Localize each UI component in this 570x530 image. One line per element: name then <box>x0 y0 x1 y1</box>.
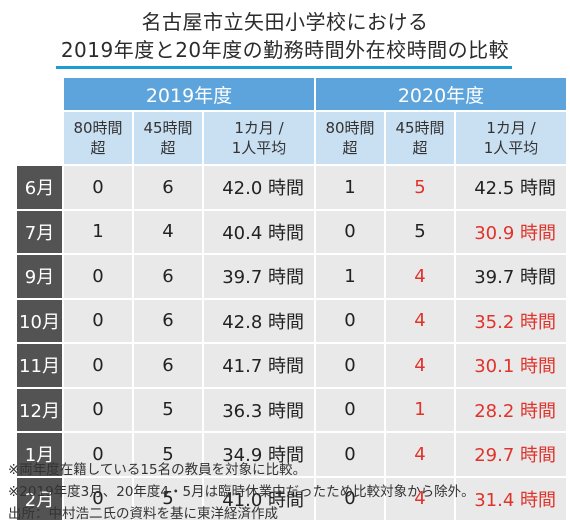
cell-y2020-avg: 30.1 時間 <box>456 344 566 387</box>
cell-y2020-avg: 39.7 時間 <box>456 255 566 298</box>
col-header-2020-over80: 80時間超 <box>316 112 384 164</box>
cell-y2019-over80: 0 <box>64 433 132 476</box>
cell-y2019-over80: 0 <box>64 255 132 298</box>
column-header-row: 80時間超 45時間超 1カ月 /1人平均 80時間超 45時間超 1カ月 /1… <box>17 112 566 164</box>
col-header-2020-avg: 1カ月 /1人平均 <box>456 112 566 164</box>
cell-y2019-over45: 5 <box>134 433 202 476</box>
table-row: 6月 0 6 42.0 時間 1 5 42.5 時間 <box>17 166 566 209</box>
title-line-1: 名古屋市立矢田小学校における <box>141 10 429 34</box>
comparison-table-container: 2019年度 2020年度 80時間超 45時間超 1カ月 /1人平均 80時間… <box>15 76 566 522</box>
cell-y2020-over45: 4 <box>386 299 454 342</box>
cell-y2019-avg: 40.4 時間 <box>204 210 314 253</box>
cell-y2020-avg: 28.2 時間 <box>456 388 566 431</box>
title-line-2: 2019年度と20年度の勤務時間外在校時間の比較 <box>60 38 510 62</box>
cell-y2019-over80: 0 <box>64 477 132 520</box>
table-row: 11月 0 6 41.7 時間 0 4 30.1 時間 <box>17 344 566 387</box>
cell-y2020-over80: 0 <box>316 299 384 342</box>
cell-y2019-avg: 39.7 時間 <box>204 255 314 298</box>
table-row: 7月 1 4 40.4 時間 0 5 30.9 時間 <box>17 210 566 253</box>
cell-y2019-over45: 6 <box>134 299 202 342</box>
footnote-source: 出所：中村浩二氏の資料を基に東洋経済作成 <box>8 506 278 522</box>
year-header-2020: 2020年度 <box>316 78 566 110</box>
col-header-2019-over80: 80時間超 <box>64 112 132 164</box>
cell-y2020-over80: 0 <box>316 433 384 476</box>
month-label: 1月 <box>17 433 62 476</box>
cell-y2020-over45: 1 <box>386 388 454 431</box>
year-header-row: 2019年度 2020年度 <box>17 78 566 110</box>
cell-y2019-avg: 36.3 時間 <box>204 388 314 431</box>
cell-y2020-over80: 0 <box>316 477 384 520</box>
cell-y2019-over80: 0 <box>64 388 132 431</box>
cell-y2020-avg: 29.7 時間 <box>456 433 566 476</box>
table-row: 9月 0 6 39.7 時間 1 4 39.7 時間 <box>17 255 566 298</box>
cell-y2020-over80: 1 <box>316 255 384 298</box>
cell-y2019-avg: 42.0 時間 <box>204 166 314 209</box>
cell-y2019-avg: 41.7 時間 <box>204 344 314 387</box>
cell-y2020-avg: 30.9 時間 <box>456 210 566 253</box>
col-header-2019-over45: 45時間超 <box>134 112 202 164</box>
cell-y2020-over45: 5 <box>386 166 454 209</box>
cell-y2019-over80: 0 <box>64 344 132 387</box>
cell-y2019-over45: 6 <box>134 344 202 387</box>
cell-y2019-over45: 6 <box>134 255 202 298</box>
cell-y2020-over45: 4 <box>386 255 454 298</box>
month-label: 12月 <box>17 388 62 431</box>
comparison-table: 2019年度 2020年度 80時間超 45時間超 1カ月 /1人平均 80時間… <box>15 76 568 522</box>
year-header-2019: 2019年度 <box>64 78 314 110</box>
cell-y2019-avg: 34.9 時間 <box>204 433 314 476</box>
cell-y2019-over45: 5 <box>134 388 202 431</box>
cell-y2020-over45: 4 <box>386 433 454 476</box>
cell-y2020-avg: 42.5 時間 <box>456 166 566 209</box>
col-header-2019-avg: 1カ月 /1人平均 <box>204 112 314 164</box>
cell-y2020-over80: 0 <box>316 344 384 387</box>
corner-blank <box>17 78 62 110</box>
cell-y2019-over45: 6 <box>134 166 202 209</box>
table-row: 1月 0 5 34.9 時間 0 4 29.7 時間 <box>17 433 566 476</box>
col-header-2020-over45: 45時間超 <box>386 112 454 164</box>
cell-y2019-over45: 5 <box>134 477 202 520</box>
month-label: 9月 <box>17 255 62 298</box>
cell-y2020-over45: 4 <box>386 477 454 520</box>
cell-y2020-avg: 35.2 時間 <box>456 299 566 342</box>
month-label: 6月 <box>17 166 62 209</box>
footnote-2: ※2019年度3月、20年度4・5月は臨時休業中だったため比較対象から除外。 <box>8 484 475 500</box>
month-label: 2月 <box>17 477 62 520</box>
cell-y2019-avg: 41.0 時間 <box>204 477 314 520</box>
corner-blank-2 <box>17 112 62 164</box>
cell-y2019-avg: 42.8 時間 <box>204 299 314 342</box>
cell-y2019-over80: 0 <box>64 166 132 209</box>
cell-y2020-over80: 0 <box>316 388 384 431</box>
cell-y2019-over80: 1 <box>64 210 132 253</box>
footnote-1: ※両年度在籍している15名の教員を対象に比較。 <box>8 462 307 478</box>
cell-y2019-over45: 4 <box>134 210 202 253</box>
cell-y2019-over80: 0 <box>64 299 132 342</box>
title-underline <box>56 66 512 69</box>
cell-y2020-over80: 0 <box>316 210 384 253</box>
table-row: 2月 0 5 41.0 時間 0 4 31.4 時間 <box>17 477 566 520</box>
cell-y2020-over45: 5 <box>386 210 454 253</box>
month-label: 10月 <box>17 299 62 342</box>
cell-y2020-over80: 1 <box>316 166 384 209</box>
page-title: 名古屋市立矢田小学校における 2019年度と20年度の勤務時間外在校時間の比較 <box>0 8 570 64</box>
month-label: 7月 <box>17 210 62 253</box>
cell-y2020-over45: 4 <box>386 344 454 387</box>
footnotes: ※両年度在籍している15名の教員を対象に比較。 ※2019年度3月、20年度4・… <box>8 459 568 525</box>
month-label: 11月 <box>17 344 62 387</box>
table-row: 10月 0 6 42.8 時間 0 4 35.2 時間 <box>17 299 566 342</box>
table-row: 12月 0 5 36.3 時間 0 1 28.2 時間 <box>17 388 566 431</box>
cell-y2020-avg: 31.4 時間 <box>456 477 566 520</box>
table-body: 6月 0 6 42.0 時間 1 5 42.5 時間 7月 1 4 40.4 時間 0 5 30.9 時間… <box>17 166 566 520</box>
